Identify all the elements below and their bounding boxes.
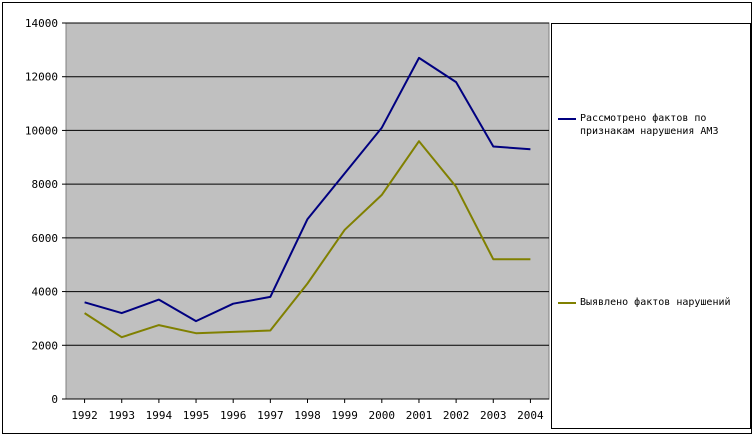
legend-label-violations: Выявлено фактов нарушений bbox=[580, 297, 731, 308]
legend-item-violations: Выявлено фактов нарушений bbox=[558, 296, 752, 309]
gridlines bbox=[66, 22, 549, 400]
x-tick-label: 1992 bbox=[71, 409, 98, 422]
x-tick-label: 2001 bbox=[406, 409, 433, 422]
chart-frame: 0 2000 4000 6000 8000 10000 12000 14000 1992 199… bbox=[2, 2, 752, 434]
x-tick-label: 1997 bbox=[257, 409, 284, 422]
y-tick-label: 14000 bbox=[25, 17, 58, 30]
legend-label-reviewed: Рассмотрено фактов по признакам нарушени… bbox=[580, 113, 719, 137]
series-lines bbox=[84, 56, 531, 339]
y-tick-label: 8000 bbox=[32, 178, 59, 191]
series-line-1 bbox=[84, 140, 531, 339]
y-tick-label: 6000 bbox=[32, 232, 59, 245]
y-tick-label: 10000 bbox=[25, 124, 58, 137]
x-tick-label: 1993 bbox=[108, 409, 135, 422]
x-tick-label: 1994 bbox=[146, 409, 173, 422]
y-axis-ticks: 0 2000 4000 6000 8000 10000 12000 14000 bbox=[25, 17, 66, 406]
x-tick-label: 1998 bbox=[294, 409, 321, 422]
series-line-0 bbox=[84, 56, 531, 323]
x-tick-label: 1995 bbox=[183, 409, 210, 422]
x-axis-ticks: 1992 1993 1994 1995 1996 1997 1998 1999 2000 2001… bbox=[71, 399, 544, 422]
y-tick-label: 12000 bbox=[25, 71, 58, 84]
legend-swatch-violations bbox=[558, 302, 576, 304]
legend: Рассмотрено фактов по признакам нарушени… bbox=[551, 23, 751, 429]
x-tick-label: 2004 bbox=[517, 409, 544, 422]
plot-area bbox=[65, 22, 550, 400]
x-tick-label: 1996 bbox=[220, 409, 247, 422]
legend-swatch-reviewed bbox=[558, 118, 576, 120]
x-tick-label: 1999 bbox=[331, 409, 358, 422]
y-tick-label: 4000 bbox=[32, 286, 59, 299]
legend-item-reviewed: Рассмотрено фактов по признакам нарушени… bbox=[558, 112, 752, 138]
x-tick-label: 2003 bbox=[480, 409, 507, 422]
x-tick-label: 2002 bbox=[443, 409, 470, 422]
y-tick-label: 0 bbox=[51, 393, 58, 406]
y-tick-label: 2000 bbox=[32, 339, 59, 352]
x-tick-label: 2000 bbox=[369, 409, 396, 422]
